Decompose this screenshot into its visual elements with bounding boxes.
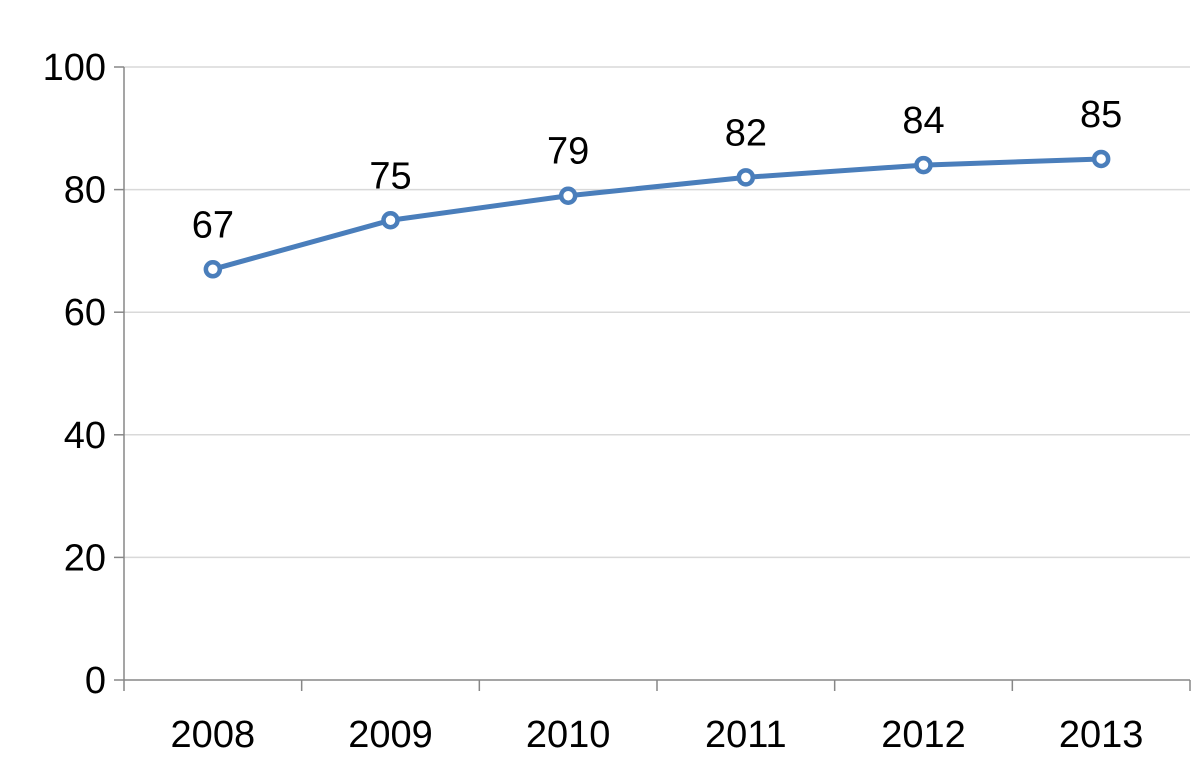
y-tick-label: 100 [43,47,106,89]
data-point [558,186,578,205]
data-label: 84 [902,100,944,142]
data-point [1091,149,1111,169]
data-point [203,260,223,279]
x-axis-tick-labels: 2008 2009 2010 2011 2012 2013 [171,714,1144,756]
axes [114,66,1191,691]
y-axis-tick-labels: 0 20 40 60 80 100 [43,47,106,702]
y-tick-label: 0 [85,660,106,702]
y-tick-label: 20 [64,537,106,579]
data-point [736,168,756,187]
y-tick-label: 40 [64,415,106,457]
x-tick-label: 2012 [881,714,966,756]
series-line [203,149,1111,279]
y-tick-label: 80 [64,170,106,212]
data-label: 82 [725,112,767,154]
x-tick-label: 2009 [348,714,433,756]
data-labels: 67 75 79 82 84 85 [192,94,1123,246]
data-label: 67 [192,204,234,246]
gridlines [124,66,1190,559]
x-tick-label: 2013 [1059,714,1144,756]
data-label: 75 [369,155,411,197]
data-label: 85 [1080,94,1122,136]
y-tick-label: 60 [64,292,106,334]
series-line [210,156,1104,272]
x-tick-label: 2011 [705,714,787,756]
x-tick-label: 2008 [171,714,256,756]
data-point [914,155,933,175]
data-point [381,211,400,230]
x-tick-label: 2010 [526,714,611,756]
data-label: 79 [547,131,589,173]
